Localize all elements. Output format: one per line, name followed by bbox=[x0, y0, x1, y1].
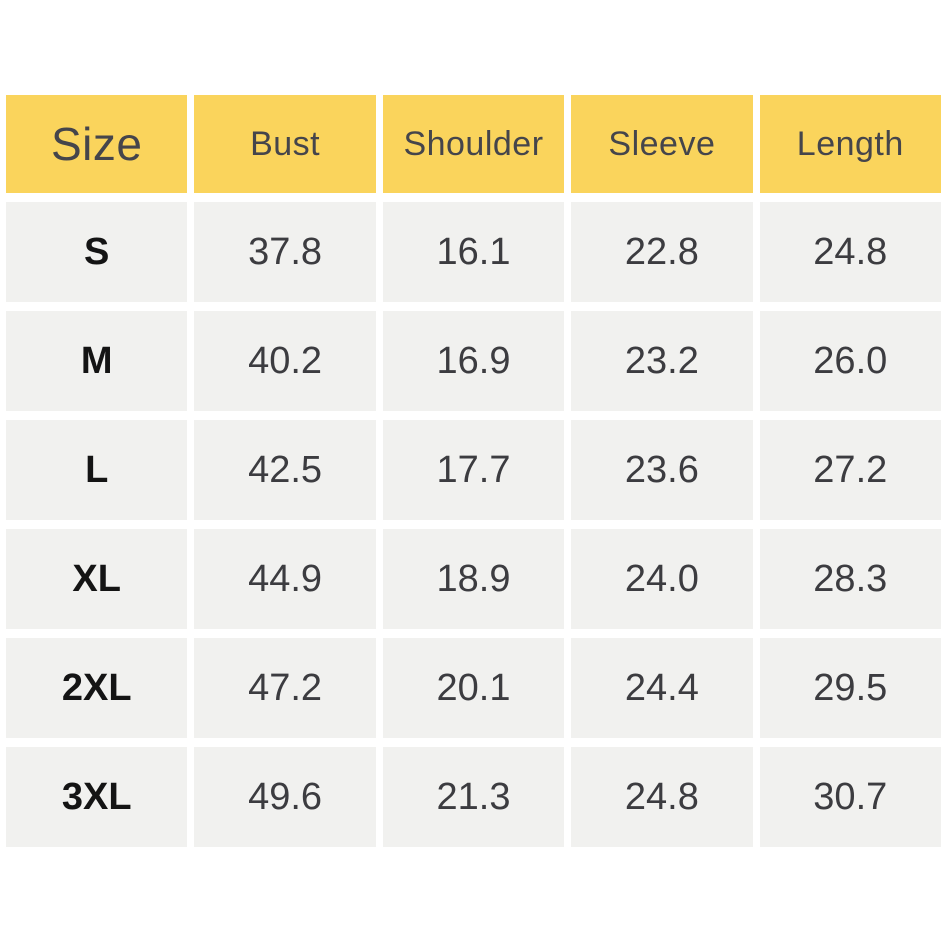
row-3xl-size-label: 3XL bbox=[6, 747, 188, 847]
row-l-size-label: L bbox=[6, 420, 188, 520]
size-chart-table: Size Bust Shoulder Sleeve Length S 37.8 … bbox=[6, 95, 941, 847]
row-2xl-sleeve-value: 24.4 bbox=[571, 638, 753, 738]
column-header-shoulder: Shoulder bbox=[382, 95, 565, 193]
row-s-shoulder-value: 16.1 bbox=[382, 202, 565, 302]
row-2xl-size-label: 2XL bbox=[6, 638, 188, 738]
column-header-length: Length bbox=[759, 95, 941, 193]
row-m-size-label: M bbox=[6, 311, 188, 411]
row-m-shoulder-value: 16.9 bbox=[382, 311, 565, 411]
row-l-bust-value: 42.5 bbox=[194, 420, 376, 520]
row-2xl-shoulder-value: 20.1 bbox=[382, 638, 565, 738]
row-m-length-value: 26.0 bbox=[759, 311, 941, 411]
row-xl-sleeve-value: 24.0 bbox=[571, 529, 753, 629]
row-l-length-value: 27.2 bbox=[759, 420, 941, 520]
row-3xl-length-value: 30.7 bbox=[759, 747, 941, 847]
column-header-size: Size bbox=[6, 95, 188, 193]
row-s-size-label: S bbox=[6, 202, 188, 302]
row-xl-shoulder-value: 18.9 bbox=[382, 529, 565, 629]
row-s-length-value: 24.8 bbox=[759, 202, 941, 302]
row-l-sleeve-value: 23.6 bbox=[571, 420, 753, 520]
row-m-bust-value: 40.2 bbox=[194, 311, 376, 411]
row-2xl-length-value: 29.5 bbox=[759, 638, 941, 738]
row-s-sleeve-value: 22.8 bbox=[571, 202, 753, 302]
column-header-bust: Bust bbox=[194, 95, 376, 193]
row-s-bust-value: 37.8 bbox=[194, 202, 376, 302]
row-3xl-bust-value: 49.6 bbox=[194, 747, 376, 847]
column-header-sleeve: Sleeve bbox=[571, 95, 753, 193]
row-3xl-shoulder-value: 21.3 bbox=[382, 747, 565, 847]
row-xl-size-label: XL bbox=[6, 529, 188, 629]
row-xl-length-value: 28.3 bbox=[759, 529, 941, 629]
row-l-shoulder-value: 17.7 bbox=[382, 420, 565, 520]
row-m-sleeve-value: 23.2 bbox=[571, 311, 753, 411]
row-3xl-sleeve-value: 24.8 bbox=[571, 747, 753, 847]
row-2xl-bust-value: 47.2 bbox=[194, 638, 376, 738]
row-xl-bust-value: 44.9 bbox=[194, 529, 376, 629]
